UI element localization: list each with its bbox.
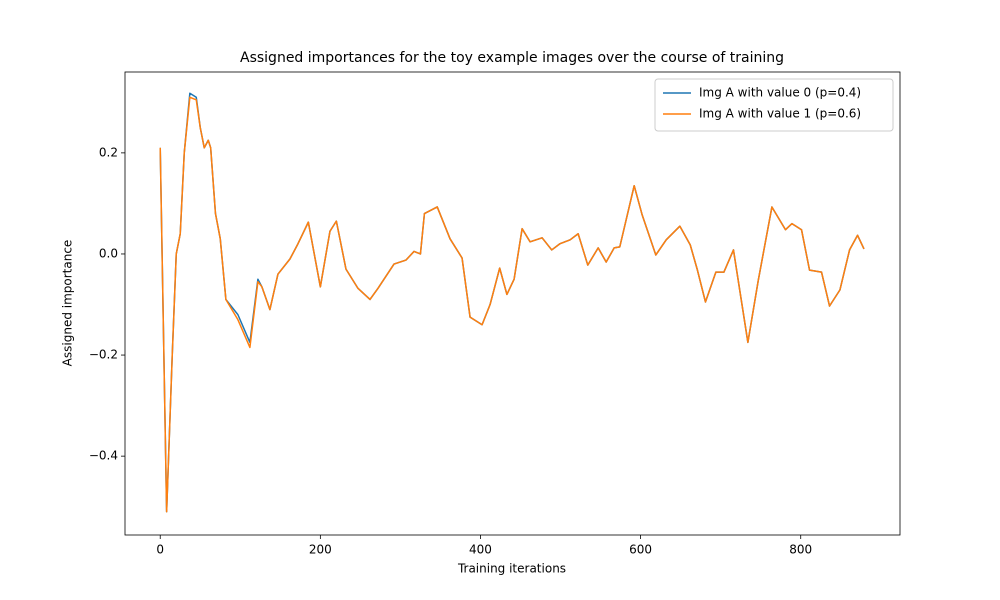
legend-box: [654, 78, 894, 132]
y-tick-label: −0.2: [89, 348, 118, 362]
x-tick-label: 600: [629, 543, 652, 557]
series-line: [159, 92, 865, 513]
chart-title: Assigned importances for the toy example…: [240, 50, 784, 66]
legend-label: Img A with value 0 (p=0.4): [699, 86, 861, 100]
y-tick-label: 0.0: [99, 246, 118, 260]
y-tick-label: −0.4: [89, 449, 118, 463]
x-tick-label: 0: [156, 543, 164, 557]
x-tick-label: 400: [469, 543, 492, 557]
x-tick-label: 800: [789, 543, 812, 557]
legend-label: Img A with value 1 (p=0.6): [699, 107, 861, 121]
series-line: [159, 96, 865, 513]
plot-frame: [124, 71, 901, 536]
y-tick-label: 0.2: [99, 145, 118, 159]
x-axis-label: Training iterations: [457, 562, 566, 576]
y-axis-label: Assigned importance: [61, 240, 75, 367]
x-tick-label: 200: [309, 543, 332, 557]
